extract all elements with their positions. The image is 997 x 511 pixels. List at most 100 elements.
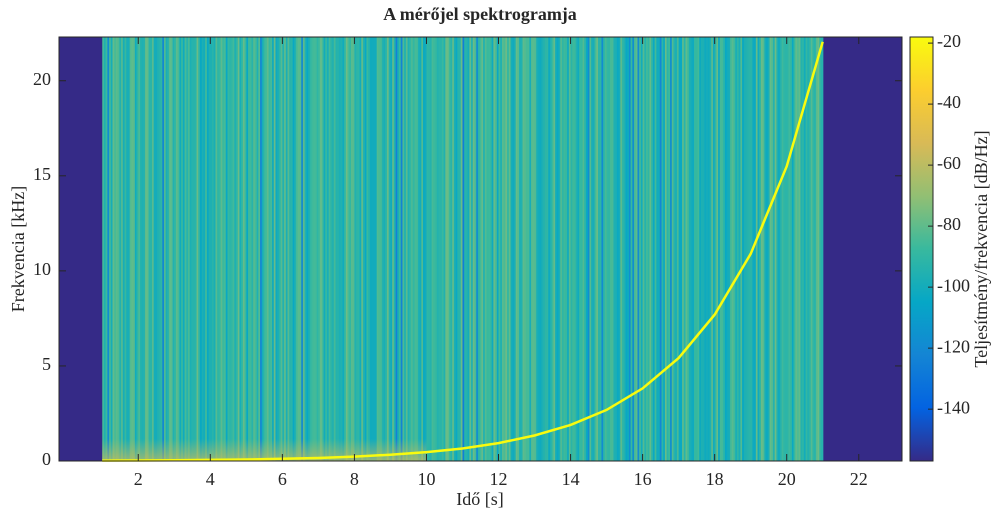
texture-stripe — [337, 37, 340, 461]
texture-stripe — [328, 37, 331, 461]
texture-stripe — [218, 37, 222, 461]
texture-stripe — [618, 37, 621, 461]
texture-stripe — [592, 37, 596, 461]
colorbar — [909, 36, 934, 462]
texture-stripe — [709, 37, 712, 461]
texture-stripe — [676, 37, 680, 461]
texture-stripe — [151, 37, 155, 461]
texture-stripe — [625, 37, 628, 461]
texture-stripe — [809, 37, 812, 461]
texture-stripe — [658, 37, 661, 461]
texture-stripe — [495, 37, 498, 461]
texture-stripe — [778, 37, 781, 461]
texture-stripe — [103, 37, 107, 461]
texture-stripe — [505, 37, 508, 461]
texture-stripe — [716, 37, 719, 461]
texture-stripe — [472, 37, 476, 461]
texture-stripe — [326, 37, 330, 461]
texture-stripe — [628, 37, 632, 461]
texture-stripe — [700, 37, 704, 461]
texture-stripe — [284, 37, 287, 461]
texture-stripe — [733, 37, 736, 461]
y-tick-label: 10 — [33, 259, 51, 279]
texture-stripe — [668, 37, 671, 461]
texture-stripe — [177, 37, 181, 461]
texture-stripe — [129, 37, 132, 461]
texture-stripe — [462, 37, 465, 461]
x-tick-label: 8 — [350, 469, 359, 489]
texture-stripe — [772, 37, 776, 461]
texture-stripe — [296, 37, 299, 461]
texture-stripe — [417, 37, 421, 461]
texture-stripe — [297, 37, 301, 461]
texture-stripe — [362, 37, 366, 461]
texture-stripe — [224, 37, 227, 461]
texture-stripe — [381, 37, 385, 461]
texture-stripe — [213, 37, 217, 461]
texture-stripe — [630, 37, 633, 461]
texture-stripe — [309, 37, 313, 461]
texture-stripe — [210, 37, 213, 461]
texture-stripe — [181, 37, 184, 461]
texture-stripe — [261, 37, 265, 461]
texture-stripe — [330, 37, 333, 461]
texture-stripe — [109, 37, 112, 461]
texture-stripe — [191, 37, 194, 461]
texture-stripe — [402, 37, 405, 461]
texture-stripe — [350, 37, 354, 461]
x-tick-label: 18 — [706, 469, 724, 489]
texture-stripe — [115, 37, 119, 461]
texture-stripe — [155, 37, 158, 461]
texture-stripe — [340, 37, 344, 461]
texture-stripe — [117, 37, 120, 461]
texture-stripe — [779, 37, 783, 461]
texture-stripe — [570, 37, 573, 461]
texture-stripe — [119, 37, 122, 461]
x-tick-label: 22 — [850, 469, 868, 489]
texture-stripe — [170, 37, 174, 461]
texture-stripe — [646, 37, 649, 461]
texture-stripe — [598, 37, 601, 461]
texture-stripe — [333, 37, 337, 461]
texture-stripe — [742, 37, 745, 461]
texture-stripe — [644, 37, 647, 461]
texture-stripe — [591, 37, 594, 461]
texture-stripe — [141, 37, 145, 461]
texture-stripe — [157, 37, 160, 461]
texture-stripe — [634, 37, 637, 461]
texture-stripe — [122, 37, 126, 461]
texture-stripe — [256, 37, 259, 461]
texture-stripe — [582, 37, 585, 461]
texture-stripe — [724, 37, 728, 461]
texture-stripe — [405, 37, 409, 461]
texture-stripe — [520, 37, 524, 461]
texture-stripe — [573, 37, 577, 461]
texture-stripe — [774, 37, 778, 461]
texture-stripe — [206, 37, 210, 461]
texture-stripe — [513, 37, 517, 461]
texture-stripe — [138, 37, 141, 461]
texture-stripe — [603, 37, 606, 461]
texture-stripe — [479, 37, 482, 461]
texture-stripe — [721, 37, 724, 461]
texture-stripe — [431, 37, 434, 461]
texture-stripe — [529, 37, 532, 461]
texture-stripe — [740, 37, 743, 461]
y-tick-label: 15 — [33, 164, 51, 184]
texture-stripe — [718, 37, 721, 461]
texture-stripe — [174, 37, 177, 461]
colorbar-tick-label: -40 — [937, 92, 961, 112]
texture-stripe — [785, 37, 788, 461]
texture-stripe — [788, 37, 791, 461]
texture-stripe — [483, 37, 486, 461]
texture-stripe — [640, 37, 644, 461]
texture-stripe — [376, 37, 380, 461]
texture-stripe — [133, 37, 136, 461]
texture-stripe — [354, 37, 357, 461]
texture-stripe — [399, 37, 402, 461]
texture-stripe — [783, 37, 786, 461]
texture-stripe — [781, 37, 784, 461]
texture-stripe — [393, 37, 397, 461]
texture-stripe — [121, 37, 124, 461]
texture-stripe — [139, 37, 143, 461]
